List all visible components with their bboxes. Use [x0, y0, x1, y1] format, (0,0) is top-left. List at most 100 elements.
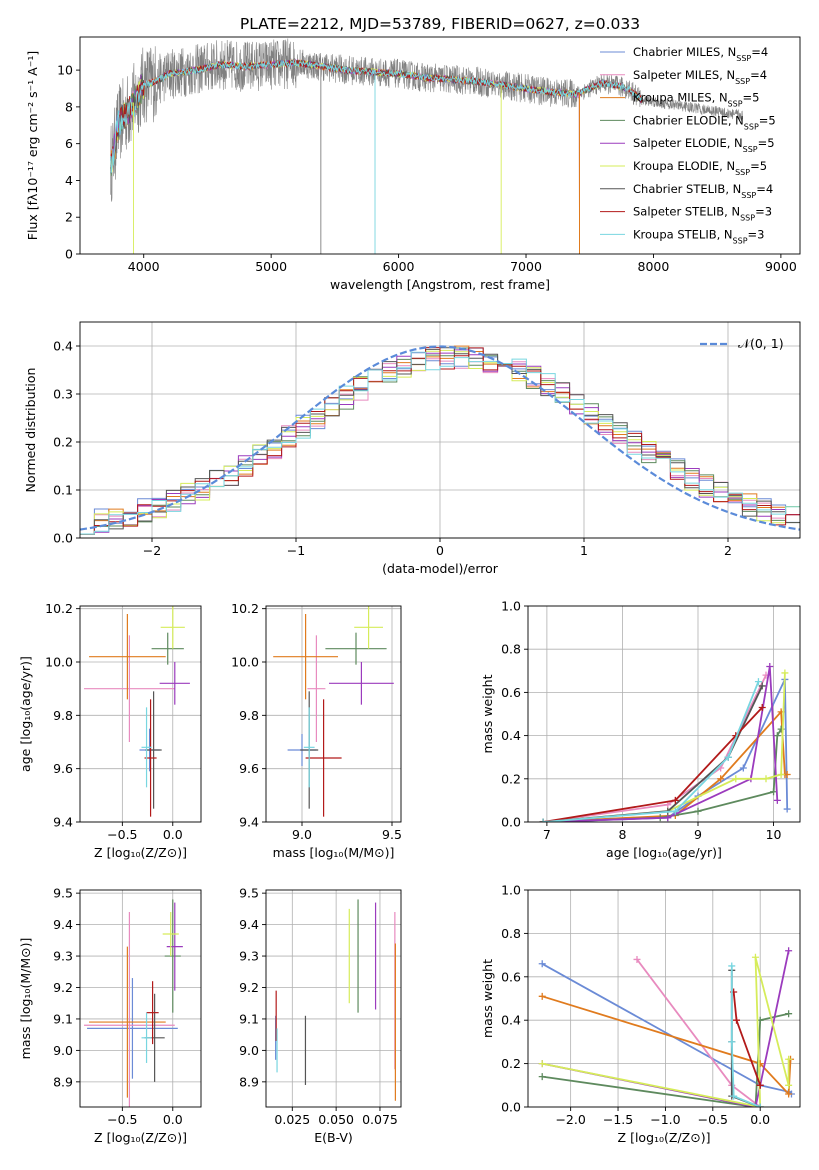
- legend-entry: Chabrier ELODIE, NSSP=5: [633, 113, 776, 130]
- y-tick-label: 9.8: [53, 708, 73, 723]
- y-tick-label: 4: [65, 173, 73, 188]
- x-tick-label: 8000: [638, 259, 670, 274]
- x-axis-label: mass [log₁₀(M/M⊙)]: [273, 845, 395, 860]
- y-tick-label: 9.0: [239, 1043, 259, 1058]
- weight-series-kroupa-stelib: [539, 678, 762, 822]
- x-tick-label: 7000: [510, 259, 542, 274]
- weight-marker: [783, 805, 791, 813]
- histogram-kroupa-stelib: [80, 351, 800, 535]
- weight-marker: [717, 775, 725, 783]
- weight-series-kroupa-stelib: [728, 962, 764, 1107]
- y-tick-label: 9.4: [53, 815, 73, 830]
- errorbar-salpeter-elodie: [329, 662, 394, 705]
- weight-marker: [633, 955, 641, 963]
- y-tick-label: 1.0: [501, 883, 521, 898]
- weight-marker: [785, 1055, 793, 1063]
- y-tick-label: 0.8: [501, 926, 521, 941]
- weight-marker: [783, 770, 791, 778]
- weight-series-salpeter-elodie: [539, 662, 781, 822]
- weight-marker: [730, 1092, 738, 1100]
- weight-marker: [538, 1073, 546, 1081]
- x-tick-label: 5000: [255, 259, 287, 274]
- model-spectrum-kroupa-elodie: [110, 59, 643, 173]
- weight-marker: [758, 682, 766, 690]
- plot-area-residuals: [80, 345, 800, 535]
- errorbar-kroupa-elodie: [160, 606, 185, 649]
- x-tick-label: 0.0: [750, 1112, 770, 1127]
- x-tick-label: 0.0: [163, 827, 183, 842]
- x-tick-label: 7: [543, 827, 551, 842]
- weight-marker: [664, 814, 672, 822]
- weight-marker: [777, 770, 785, 778]
- x-tick-label: 0.0: [163, 1112, 183, 1127]
- x-axis-label: Z [log₁₀(Z/Z⊙)]: [94, 845, 187, 860]
- model-spectrum-salpeter-stelib: [110, 59, 644, 166]
- axes-frame: [79, 605, 202, 823]
- weight-line: [543, 681, 760, 822]
- errorbar-kroupa-stelib: [303, 707, 315, 788]
- x-tick-label: −1: [287, 543, 305, 558]
- normal-curve: [80, 345, 800, 531]
- errorbar-kroupa-miles: [89, 614, 166, 700]
- weight-marker: [539, 818, 547, 822]
- x-tick-label: 0.025: [274, 1112, 310, 1127]
- legend-entry: Salpeter ELODIE, NSSP=5: [633, 136, 775, 154]
- model-spectrum-chabrier-elodie: [110, 59, 644, 176]
- y-tick-label: 9.8: [239, 708, 259, 723]
- legend-entry: Kroupa ELODIE, NSSP=5: [633, 159, 767, 177]
- weight-series-chabrier-elodie: [539, 725, 785, 822]
- x-tick-label: −0.5: [107, 1112, 137, 1127]
- y-tick-label: 9.2: [239, 980, 259, 995]
- plot-area-weight-Z: [538, 947, 795, 1107]
- weight-line: [543, 728, 782, 822]
- y-tick-label: 8.9: [239, 1074, 259, 1089]
- weight-marker: [538, 1060, 546, 1068]
- legend-entry: Chabrier STELIB, NSSP=4: [633, 182, 773, 200]
- axes-frame: [265, 889, 402, 1108]
- errorbar-kroupa-elodie: [162, 912, 179, 957]
- errorbar-chabrier-miles: [87, 978, 178, 1079]
- x-tick-label: −0.5: [698, 1112, 728, 1127]
- y-tick-label: 9.4: [53, 917, 73, 932]
- axes-spectrum: 4000 5000 6000 7000 8000 9000 0 2 4 6 8 10 wavelengt…: [25, 36, 801, 292]
- weight-line: [542, 706, 763, 822]
- y-tick-label: 10.2: [45, 601, 73, 616]
- y-tick-label: 10.2: [231, 601, 259, 616]
- x-tick-label: 9000: [765, 259, 797, 274]
- x-tick-label: 8: [618, 827, 626, 842]
- y-axis-label: age [log₁₀(age/yr)]: [18, 656, 33, 772]
- y-axis-label: Normed distribution: [23, 368, 38, 493]
- x-axis-label: Z [log₁₀(Z/Z⊙)]: [618, 1130, 711, 1145]
- axes-frame: [527, 605, 801, 823]
- y-tick-label: 0.6: [501, 685, 521, 700]
- errorbar-salpeter-stelib: [146, 981, 159, 1045]
- errorbar-chabrier-elodie: [164, 899, 181, 1013]
- weight-series-salpeter-miles: [633, 955, 764, 1107]
- weight-marker: [781, 669, 789, 677]
- weight-marker: [739, 764, 747, 772]
- weight-marker: [773, 796, 781, 804]
- y-tick-label: 9.4: [239, 815, 259, 830]
- weight-marker: [785, 1010, 793, 1018]
- legend-entry: Kroupa STELIB, NSSP=3: [633, 227, 764, 245]
- weight-series-salpeter-stelib: [730, 988, 764, 1089]
- y-tick-label: 9.2: [53, 980, 73, 995]
- weight-marker: [762, 775, 770, 783]
- y-tick-label: 2: [65, 210, 73, 225]
- axes-mass-ebv: 0.025 0.050 0.075 8.9 9.0 9.1 9.2 9.3 9.4 9.5 E(B-…: [239, 886, 402, 1145]
- errorbar-salpeter-stelib: [305, 699, 342, 817]
- axes-weight-age: 7 8 9 10 0.0 0.2 0.4 0.6 0.8 1.0 age [log₁₀(age/yr…: [480, 599, 801, 860]
- errorbar-salpeter-elodie: [166, 902, 183, 991]
- weight-marker: [756, 1103, 764, 1107]
- x-axis-label: Z [log₁₀(Z/Z⊙)]: [94, 1130, 187, 1145]
- x-axis-label: age [log₁₀(age/yr)]: [606, 845, 722, 860]
- errorbar-salpeter-miles: [84, 635, 175, 742]
- weight-marker: [785, 947, 793, 955]
- y-axis-label: Flux [fλ10⁻¹⁷ erg cm⁻² s⁻¹ A⁻¹]: [25, 51, 40, 240]
- x-tick-label: 0.075: [362, 1112, 398, 1127]
- plot-area-spectrum: [110, 38, 743, 254]
- legend-entry: Chabrier MILES, NSSP=4: [633, 45, 768, 63]
- errorbar-chabrier-stelib: [145, 691, 162, 809]
- weight-marker: [671, 807, 679, 815]
- plot-area-weight-age: [539, 662, 791, 822]
